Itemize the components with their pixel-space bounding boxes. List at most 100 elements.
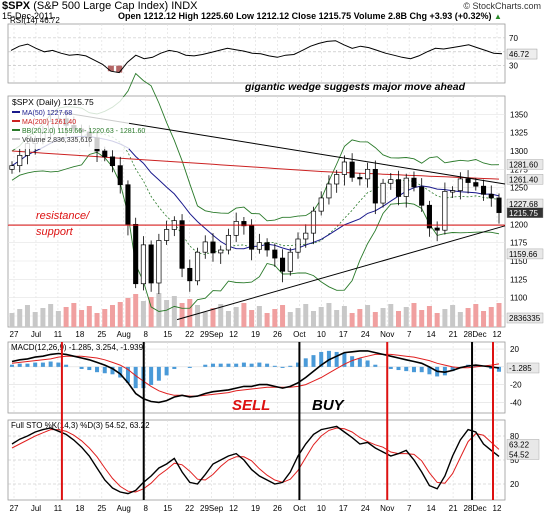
candle-body xyxy=(357,177,363,180)
support-annotation: support xyxy=(36,226,74,238)
volume-bar xyxy=(102,309,108,327)
volume-bar xyxy=(264,313,270,327)
sell-annotation: SELL xyxy=(232,397,270,414)
price-legend-item: MA(50) 1227.68 xyxy=(22,110,72,117)
candle-body xyxy=(233,221,239,236)
x-tick-label-bottom: Jul xyxy=(31,504,41,513)
x-tick-label-top: 10 xyxy=(317,330,326,339)
macd-histogram-bar xyxy=(79,366,84,369)
volume-bar xyxy=(86,306,92,327)
x-tick-label-top: Nov xyxy=(380,330,394,339)
volume-bar xyxy=(171,296,177,327)
volume-bar xyxy=(295,308,301,327)
macd-legend: MACD(12,26,9) -1.285, 3.254, -1.939 xyxy=(11,343,144,352)
volume-bar xyxy=(310,311,316,327)
x-tick-label-top: 12 xyxy=(229,330,238,339)
volume-bar xyxy=(148,297,154,327)
x-tick-label-top: 18 xyxy=(75,330,84,339)
candle-body xyxy=(457,178,463,191)
macd-histogram-bar xyxy=(404,366,409,372)
candle-body xyxy=(488,193,494,199)
x-tick-label-bottom: 7 xyxy=(407,504,412,513)
price-last-box xyxy=(506,207,544,218)
volume-bar xyxy=(125,298,131,327)
x-tick-label-top: 17 xyxy=(339,330,348,339)
macd-histogram-bar xyxy=(497,366,501,372)
candle-body xyxy=(496,197,502,213)
volume-bar xyxy=(411,303,417,327)
volume-bar xyxy=(55,311,61,327)
candle-body xyxy=(295,238,301,253)
x-tick-label-bottom: 21 xyxy=(449,504,458,513)
volume-bar xyxy=(426,306,432,327)
macd-histogram-bar xyxy=(156,366,161,381)
x-tick-label-top: 25 xyxy=(97,330,106,339)
volume-bar xyxy=(202,312,208,327)
candle-body xyxy=(280,257,286,272)
sto-legend: Full STO %K(14,3) %D(3) 54.52, 63.22 xyxy=(11,421,150,430)
volume-bar xyxy=(187,299,193,327)
macd-last-label: -1.285 xyxy=(509,364,532,373)
header-ohlc: Open 1212.12 High 1225.60 Low 1212.12 Cl… xyxy=(118,11,502,21)
ma200-line xyxy=(11,150,500,180)
x-tick-label-bottom: 27 xyxy=(10,504,19,513)
candle-body xyxy=(125,184,131,225)
candle-body xyxy=(426,204,432,229)
sto-d-line xyxy=(11,427,500,493)
candle-body xyxy=(372,168,378,204)
volume-bar xyxy=(179,303,185,327)
macd-histogram-bar xyxy=(249,363,254,367)
price-legend-item: BB(20,2.0) 1159.66 - 1220.63 - 1281.60 xyxy=(22,128,145,135)
wedge-annotation: gigantic wedge suggests major move ahead xyxy=(244,81,466,93)
x-tick-label-bottom: 14 xyxy=(427,504,436,513)
candle-body xyxy=(326,183,332,199)
price-tick-label: 1150 xyxy=(510,257,528,266)
wedge-lower-line xyxy=(176,225,506,321)
volume-bar xyxy=(326,303,332,327)
x-tick-label-top: 21 xyxy=(449,330,458,339)
x-tick-label-top: 11 xyxy=(54,330,63,339)
macd-histogram-bar xyxy=(87,366,92,371)
candle-body xyxy=(156,240,162,284)
x-tick-label-bottom: 29Sep xyxy=(200,504,224,513)
x-tick-label-bottom: 28Dec xyxy=(463,504,486,513)
candle-body xyxy=(419,186,425,206)
volume-bar xyxy=(457,312,463,327)
candle-body xyxy=(241,221,247,227)
x-tick-label-bottom: 25 xyxy=(97,504,106,513)
volume-bar xyxy=(465,308,471,327)
candle-body xyxy=(365,168,371,180)
price-last-box xyxy=(506,159,544,170)
price-legend-bg xyxy=(9,97,129,149)
price-tick-label: 1275 xyxy=(510,165,528,174)
macd-histogram-bar xyxy=(427,366,432,375)
x-tick-label-top: Aug xyxy=(117,330,131,339)
volume-bar xyxy=(249,310,255,327)
macd-histogram-bar xyxy=(149,366,154,385)
volume-bar xyxy=(434,313,440,327)
candle-body xyxy=(9,165,15,170)
candle-body xyxy=(187,267,193,282)
candle-body xyxy=(218,249,224,254)
x-tick-label-bottom: 18 xyxy=(75,504,84,513)
macd-histogram-bar xyxy=(257,362,262,367)
volume-bar xyxy=(372,312,378,327)
x-tick-label-top: 27 xyxy=(10,330,19,339)
candle-body xyxy=(341,161,347,175)
x-tick-label-bottom: 10 xyxy=(317,504,326,513)
price-right-label: 1281.60 xyxy=(509,160,538,169)
buy-annotation: BUY xyxy=(312,397,346,414)
volume-bar xyxy=(140,301,146,327)
candle-body xyxy=(380,182,386,204)
macd-histogram-bar xyxy=(48,361,53,367)
volume-bar xyxy=(48,304,54,327)
candle-body xyxy=(164,229,170,241)
x-tick-label-bottom: 12 xyxy=(493,504,502,513)
macd-histogram-bar xyxy=(311,355,316,367)
macd-histogram-bar xyxy=(350,356,355,367)
macd-signal-line xyxy=(11,353,500,397)
volume-bar xyxy=(496,303,502,327)
x-tick-label-top: 14 xyxy=(427,330,436,339)
watermark: © StockCharts.com xyxy=(463,1,541,11)
rsi-tick-label: 30 xyxy=(509,62,518,71)
